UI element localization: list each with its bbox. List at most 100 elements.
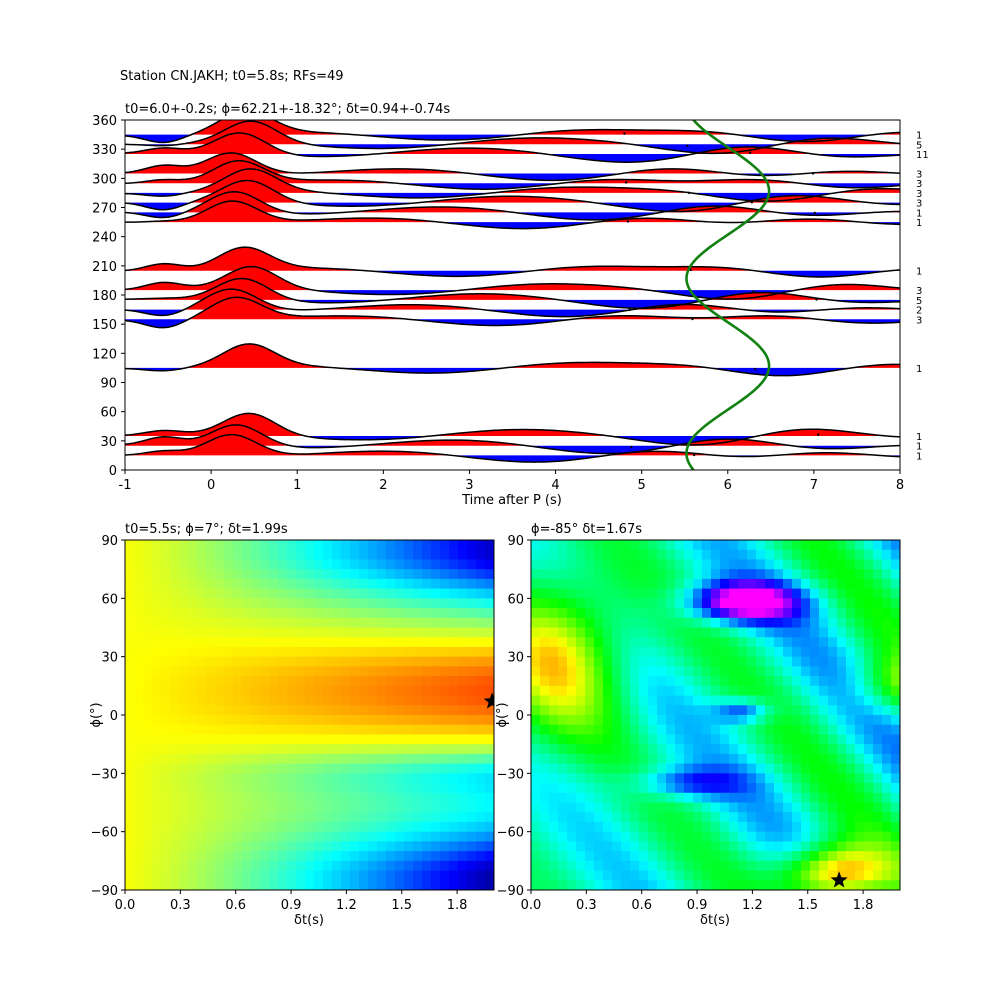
- heatmap-cell: [422, 637, 432, 648]
- heatmap-cell: [711, 734, 721, 745]
- heatmap-cell: [801, 831, 811, 842]
- heatmap-cell: [729, 559, 739, 570]
- right-heatmap-title: ϕ=-85° δt=1.67s: [531, 522, 642, 537]
- trace-count-label: 1: [916, 364, 922, 375]
- heatmap-cell: [837, 715, 847, 726]
- trace-count-label: 3: [916, 199, 922, 210]
- heatmap-cell: [891, 783, 900, 794]
- heatmap-cell: [684, 617, 694, 629]
- heatmap-cell: [260, 685, 270, 697]
- heatmap-cell: [341, 724, 351, 736]
- heatmap-cell: [224, 812, 234, 823]
- heatmap-cell: [675, 549, 685, 561]
- heatmap-cell: [675, 685, 685, 697]
- heatmap-cell: [224, 559, 234, 570]
- heatmap-cell: [143, 763, 153, 774]
- heatmap-cell: [341, 578, 351, 590]
- heatmap-cell: [774, 549, 784, 561]
- heatmap-cell: [594, 559, 604, 570]
- heatmap-cell: [476, 676, 486, 687]
- heatmap-cell: [224, 569, 234, 580]
- heatmap-cell: [801, 744, 811, 755]
- heatmap-cell: [531, 549, 541, 561]
- heatmap-cell: [197, 860, 207, 872]
- heatmap-cell: [846, 753, 856, 765]
- heatmap-cell: [476, 617, 486, 629]
- heatmap-cell: [233, 792, 243, 804]
- heatmap-cell: [756, 724, 766, 736]
- heatmap-cell: [630, 656, 640, 667]
- heatmap-cell: [233, 821, 243, 833]
- heatmap-cell: [657, 812, 667, 823]
- heatmap-cell: [558, 666, 568, 677]
- heatmap-cell: [431, 821, 441, 833]
- heatmap-cell: [476, 608, 486, 619]
- heatmap-cell: [720, 695, 730, 706]
- heatmap-cell: [242, 821, 252, 833]
- heatmap-cell: [558, 753, 568, 765]
- heatmap-cell: [819, 578, 829, 590]
- heatmap-cell: [828, 617, 838, 629]
- heatmap-cell: [639, 773, 649, 784]
- heatmap-cell: [891, 821, 900, 833]
- heatmap-cell: [891, 753, 900, 765]
- heatmap-cell: [179, 841, 189, 852]
- heatmap-cell: [170, 608, 180, 619]
- heatmap-cell: [603, 715, 613, 726]
- heatmap-cell: [296, 715, 306, 726]
- heatmap-cell: [341, 685, 351, 697]
- heatmap-cell: [368, 549, 378, 561]
- heatmap-cell: [269, 578, 279, 590]
- heatmap-cell: [864, 763, 874, 774]
- heatmap-cell: [215, 715, 225, 726]
- heatmap-cell: [395, 627, 405, 638]
- heatmap-cell: [540, 588, 550, 599]
- heatmap-cell: [179, 588, 189, 599]
- heatmap-cell: [585, 724, 595, 736]
- heatmap-cell: [359, 773, 369, 784]
- heatmap-cell: [711, 783, 721, 794]
- heatmap-cell: [567, 627, 577, 638]
- heatmap-cell: [810, 841, 820, 852]
- heatmap-cell: [134, 646, 144, 658]
- heatmap-cell: [594, 763, 604, 774]
- heatmap-cell: [323, 860, 333, 872]
- heatmap-cell: [269, 841, 279, 852]
- heatmap-cell: [729, 540, 739, 551]
- heatmap-cell: [206, 588, 216, 599]
- heatmap-cell: [269, 753, 279, 765]
- heatmap-cell: [467, 831, 477, 842]
- heatmap-cell: [693, 831, 703, 842]
- heatmap-cell: [134, 637, 144, 648]
- heatmap-cell: [873, 880, 883, 890]
- heatmap-cell: [783, 773, 793, 784]
- heatmap-cell: [729, 685, 739, 697]
- heatmap-cell: [855, 646, 865, 658]
- heatmap-cell: [170, 763, 180, 774]
- heatmap-cell: [684, 685, 694, 697]
- heatmap-cell: [630, 598, 640, 609]
- heatmap-cell: [224, 802, 234, 813]
- heatmap-cell: [395, 685, 405, 697]
- heatmap-cell: [188, 753, 198, 765]
- heatmap-cell: [197, 578, 207, 590]
- heatmap-cell: [846, 880, 856, 890]
- heatmap-cell: [567, 598, 577, 609]
- heatmap-cell: [657, 549, 667, 561]
- heatmap-cell: [287, 627, 297, 638]
- heatmap-cell: [287, 831, 297, 842]
- heatmap-cell: [585, 569, 595, 580]
- heatmap-cell: [377, 860, 387, 872]
- heatmap-cell: [711, 715, 721, 726]
- heatmap-cell: [621, 880, 631, 890]
- heatmap-cell: [395, 753, 405, 765]
- heatmap-cell: [224, 666, 234, 677]
- heatmap-cell: [657, 637, 667, 648]
- heatmap-cell: [395, 773, 405, 784]
- heatmap-cell: [738, 588, 748, 599]
- heatmap-cell: [422, 617, 432, 629]
- heatmap-cell: [359, 841, 369, 852]
- heatmap-cell: [314, 705, 324, 716]
- heatmap-cell: [774, 792, 784, 804]
- heatmap-cell: [350, 627, 360, 638]
